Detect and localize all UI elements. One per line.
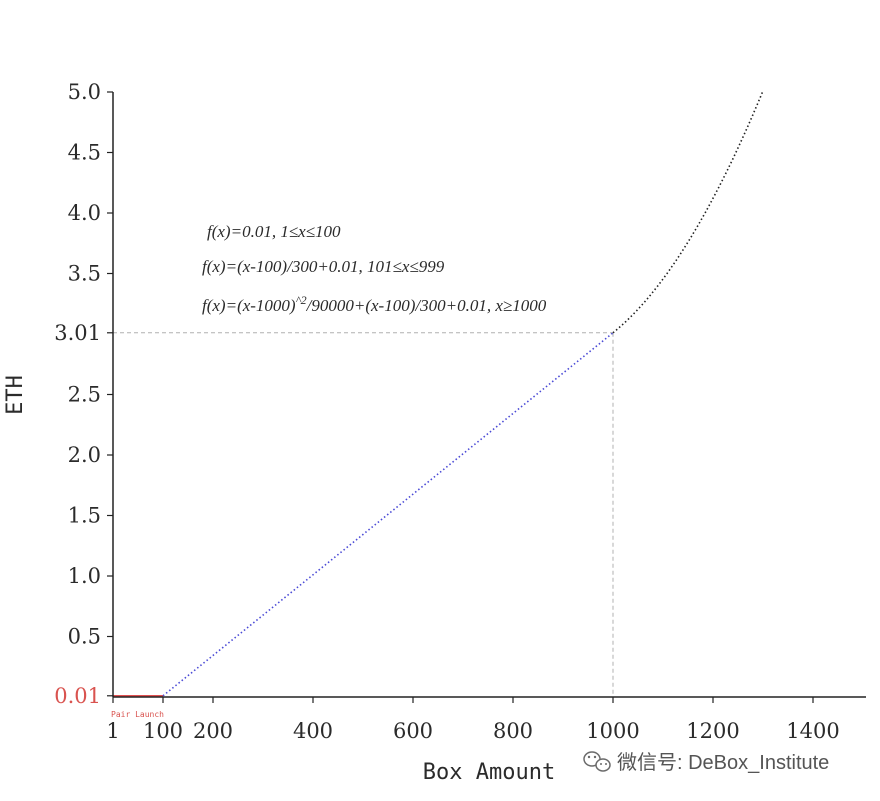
formula-3-part-b: /90000+(x-100)/300+0.01, x≥1000 xyxy=(306,296,547,315)
x-tick-label: 1200 xyxy=(686,719,739,743)
y-tick-label: 4.0 xyxy=(68,201,101,225)
axes xyxy=(112,92,866,698)
y-tick-label: 3.5 xyxy=(68,262,101,286)
y-tick-label: 0.01 xyxy=(54,684,101,708)
y-tick-label: 4.5 xyxy=(68,141,101,165)
x-tick-label: 400 xyxy=(293,719,333,743)
x-tick-label: 200 xyxy=(193,719,233,743)
x-tick-label: 100 xyxy=(143,719,183,743)
formula-3-superscript: ^2 xyxy=(296,293,307,307)
x-tick-label: 600 xyxy=(393,719,433,743)
y-tick-label: 5.0 xyxy=(68,80,101,104)
x-ticks: 1 100 200 400 600 800 1000 1200 1400 xyxy=(106,697,840,743)
y-tick-label: 3.01 xyxy=(54,321,101,345)
reference-lines xyxy=(113,332,614,697)
x-tick-label: 800 xyxy=(493,719,533,743)
y-tick-label: 1.5 xyxy=(68,504,101,528)
formula-3-part-a: f(x)=(x-1000) xyxy=(202,296,296,315)
y-tick-label: 2.0 xyxy=(68,443,101,467)
watermark-text: 微信号: DeBox_Institute xyxy=(617,751,829,774)
formula-3: f(x)=(x-1000)^2/90000+(x-100)/300+0.01, … xyxy=(202,293,547,315)
x-axis-title: Box Amount xyxy=(423,760,555,785)
formula-2: f(x)=(x-100)/300+0.01, 101≤x≤999 xyxy=(202,257,445,276)
series-line-quadratic xyxy=(612,90,764,334)
wechat-icon xyxy=(583,751,611,772)
series-group xyxy=(113,90,764,697)
x-tick-label: 1 xyxy=(106,719,119,743)
x-tick-label: 1400 xyxy=(786,719,839,743)
y-tick-label: 0.5 xyxy=(68,625,101,649)
series-line-linear xyxy=(162,332,614,697)
x-tick-label: 1000 xyxy=(586,719,639,743)
formula-1: f(x)=0.01, 1≤x≤100 xyxy=(207,222,341,241)
y-axis-title: ETH xyxy=(3,375,28,415)
y-tick-label: 1.0 xyxy=(68,564,101,588)
y-ticks: 0.01 0.5 1.0 1.5 2.0 2.5 3.01 3.5 4.0 4.5 5.0 xyxy=(54,80,113,708)
watermark: 微信号: DeBox_Institute xyxy=(583,751,829,774)
y-tick-label: 2.5 xyxy=(68,383,101,407)
pair-launch-label: Pair Launch xyxy=(111,710,164,719)
